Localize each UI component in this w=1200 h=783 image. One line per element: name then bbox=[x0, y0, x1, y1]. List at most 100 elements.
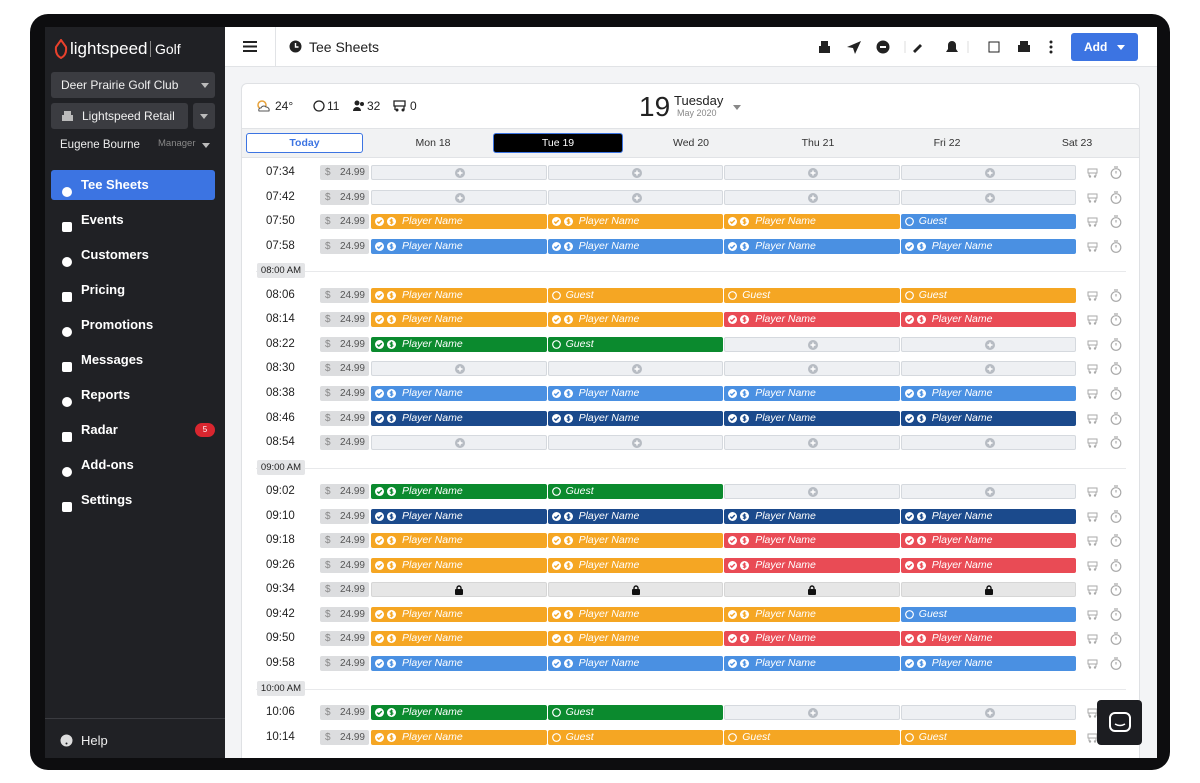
booking-slot[interactable]: Player Name bbox=[724, 214, 900, 230]
booking-slot[interactable]: Player Name bbox=[371, 410, 547, 426]
booking-slot[interactable]: Guest bbox=[547, 705, 724, 721]
booking-slot[interactable]: Player Name bbox=[371, 631, 547, 647]
cart-button[interactable] bbox=[1087, 413, 1099, 424]
timer-button[interactable] bbox=[1110, 166, 1122, 179]
booking-slot[interactable]: Player Name bbox=[724, 533, 900, 549]
booking-slot[interactable]: Player Name bbox=[371, 336, 547, 352]
user-name[interactable]: Eugene Bourne bbox=[60, 139, 140, 151]
booking-slot[interactable]: Guest bbox=[547, 729, 724, 745]
timer-button[interactable] bbox=[1110, 338, 1122, 351]
open-slot[interactable] bbox=[900, 484, 1077, 500]
cart-button[interactable] bbox=[1087, 167, 1099, 178]
cart-button[interactable] bbox=[1087, 290, 1099, 301]
timer-button[interactable] bbox=[1110, 657, 1122, 670]
booking-slot[interactable]: Player Name bbox=[900, 533, 1077, 549]
booking-slot[interactable]: Player Name bbox=[371, 705, 547, 721]
nav-item[interactable]: Customers bbox=[51, 240, 215, 270]
open-slot[interactable] bbox=[371, 435, 547, 451]
open-slot[interactable] bbox=[724, 165, 900, 180]
chat-button[interactable] bbox=[1097, 700, 1142, 745]
booking-slot[interactable]: Player Name bbox=[724, 508, 900, 524]
booking-slot[interactable]: Player Name bbox=[547, 385, 724, 401]
timer-button[interactable] bbox=[1110, 240, 1122, 253]
open-slot[interactable] bbox=[724, 435, 900, 451]
timer-button[interactable] bbox=[1110, 559, 1122, 572]
store-select[interactable]: Lightspeed Retail bbox=[51, 103, 188, 129]
open-slot[interactable] bbox=[724, 484, 900, 500]
cart-button[interactable] bbox=[1087, 609, 1099, 620]
booking-slot[interactable]: Player Name bbox=[724, 238, 900, 254]
date-picker[interactable] bbox=[733, 105, 741, 110]
booking-slot[interactable]: Player Name bbox=[900, 410, 1077, 426]
booking-slot[interactable]: Player Name bbox=[371, 606, 547, 622]
booking-slot[interactable]: Player Name bbox=[547, 238, 724, 254]
open-slot[interactable] bbox=[900, 435, 1077, 451]
booking-slot[interactable]: Guest bbox=[900, 729, 1077, 745]
booking-slot[interactable]: Player Name bbox=[724, 410, 900, 426]
day-tab[interactable]: Mon 18 bbox=[415, 137, 451, 149]
day-tab[interactable]: Fri 22 bbox=[933, 137, 961, 149]
timer-button[interactable] bbox=[1110, 289, 1122, 302]
timer-button[interactable] bbox=[1110, 436, 1122, 449]
booking-slot[interactable]: Player Name bbox=[371, 533, 547, 549]
booking-slot[interactable]: Guest bbox=[547, 336, 724, 352]
cart-button[interactable] bbox=[1087, 732, 1099, 743]
open-slot[interactable] bbox=[547, 165, 724, 180]
open-slot[interactable] bbox=[547, 435, 724, 451]
open-slot[interactable] bbox=[900, 336, 1077, 352]
day-tab[interactable]: Wed 20 bbox=[673, 137, 709, 149]
booking-slot[interactable]: Player Name bbox=[724, 631, 900, 647]
nav-item[interactable]: Pricing bbox=[51, 275, 215, 305]
booking-slot[interactable]: Player Name bbox=[724, 656, 900, 671]
booking-slot[interactable]: Player Name bbox=[900, 238, 1077, 254]
day-tab[interactable]: Sat 23 bbox=[1061, 137, 1093, 149]
timer-button[interactable] bbox=[1110, 632, 1122, 646]
open-slot[interactable] bbox=[724, 189, 900, 205]
add-button[interactable]: Add bbox=[1071, 33, 1138, 61]
booking-slot[interactable]: Guest bbox=[900, 214, 1077, 230]
timer-button[interactable] bbox=[1110, 215, 1122, 228]
timer-button[interactable] bbox=[1110, 313, 1122, 327]
menu-button[interactable] bbox=[243, 40, 257, 53]
booking-slot[interactable]: Guest bbox=[547, 484, 724, 500]
booking-slot[interactable]: Guest bbox=[900, 287, 1077, 303]
open-slot[interactable] bbox=[900, 165, 1077, 180]
nav-item[interactable]: Add-ons bbox=[51, 450, 215, 480]
open-slot[interactable] bbox=[371, 361, 547, 377]
open-slot[interactable] bbox=[724, 336, 900, 352]
booking-slot[interactable]: Player Name bbox=[900, 557, 1077, 573]
booking-slot[interactable]: Player Name bbox=[547, 214, 724, 230]
help-link[interactable]: Help bbox=[81, 733, 108, 748]
timer-button[interactable] bbox=[1110, 362, 1122, 376]
booking-slot[interactable]: Player Name bbox=[371, 729, 547, 745]
nav-item[interactable]: Settings bbox=[51, 485, 215, 515]
cart-button[interactable] bbox=[1087, 241, 1099, 252]
cart-button[interactable] bbox=[1087, 633, 1099, 645]
timer-button[interactable] bbox=[1110, 387, 1122, 400]
nav-item[interactable]: Radar 5 bbox=[51, 415, 215, 445]
booking-slot[interactable]: Guest bbox=[724, 287, 900, 303]
timer-button[interactable] bbox=[1110, 485, 1122, 499]
cart-button[interactable] bbox=[1087, 363, 1099, 375]
cart-button[interactable] bbox=[1087, 486, 1099, 497]
booking-slot[interactable]: Player Name bbox=[724, 557, 900, 573]
cart-button[interactable] bbox=[1087, 584, 1099, 596]
club-select[interactable]: Deer Prairie Golf Club bbox=[51, 72, 215, 98]
timer-button[interactable] bbox=[1110, 608, 1122, 621]
booking-slot[interactable]: Player Name bbox=[371, 312, 547, 328]
cart-button[interactable] bbox=[1087, 560, 1099, 571]
cart-button[interactable] bbox=[1087, 437, 1099, 448]
booking-slot[interactable]: Player Name bbox=[547, 533, 724, 549]
booking-slot[interactable]: Player Name bbox=[547, 606, 724, 622]
booking-slot[interactable]: Player Name bbox=[371, 238, 547, 254]
booking-slot[interactable]: Player Name bbox=[900, 385, 1077, 401]
booking-slot[interactable]: Player Name bbox=[371, 287, 547, 303]
nav-item[interactable]: Messages bbox=[51, 345, 215, 375]
day-tab[interactable]: Tue 19 bbox=[493, 133, 623, 153]
booking-slot[interactable]: Player Name bbox=[547, 656, 724, 671]
booking-slot[interactable]: Player Name bbox=[724, 385, 900, 401]
booking-slot[interactable]: Player Name bbox=[900, 656, 1077, 671]
open-slot[interactable] bbox=[547, 361, 724, 377]
cart-button[interactable] bbox=[1087, 535, 1099, 546]
cart-button[interactable] bbox=[1087, 511, 1099, 522]
